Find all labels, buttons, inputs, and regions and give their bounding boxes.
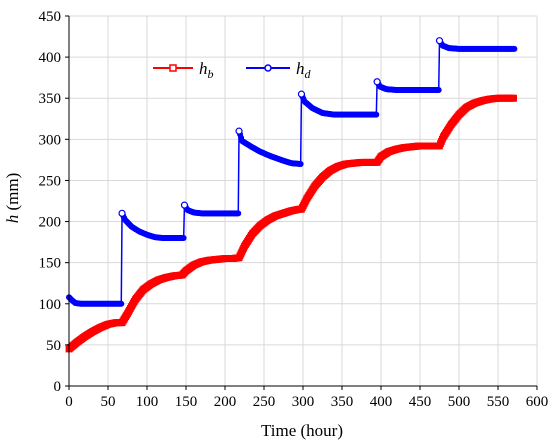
x-axis-title: Time (hour) bbox=[261, 421, 343, 440]
step-peak-point-hd bbox=[118, 209, 126, 217]
grid-lines bbox=[69, 15, 538, 386]
data-point-hd bbox=[373, 111, 380, 118]
y-tick-label: 300 bbox=[39, 132, 62, 148]
series-hb bbox=[65, 94, 518, 353]
data-point-hd bbox=[435, 87, 442, 94]
y-tick-label: 0 bbox=[54, 379, 62, 395]
y-tick-label: 400 bbox=[39, 50, 62, 66]
step-peak-point-hd bbox=[435, 37, 444, 45]
y-tick-label: 50 bbox=[46, 338, 61, 354]
svg-text:hb: hb bbox=[199, 59, 214, 81]
legend-item-hb: hb bbox=[153, 59, 214, 81]
x-tick-label: 450 bbox=[409, 394, 432, 410]
legend-item-hd: hd bbox=[246, 59, 312, 81]
x-tick-label: 350 bbox=[331, 394, 354, 410]
data-point-hd bbox=[235, 210, 242, 217]
x-tick-label: 550 bbox=[487, 394, 510, 410]
step-peak-point-hd bbox=[297, 90, 306, 98]
step-peak-point-hd bbox=[235, 127, 243, 135]
x-tick-label: 250 bbox=[253, 394, 276, 410]
series-layer bbox=[65, 37, 518, 353]
legend-label-hb: h bbox=[199, 59, 208, 78]
legend-marker-hb bbox=[169, 64, 177, 72]
x-tick-label: 600 bbox=[526, 394, 549, 410]
y-tick-label: 250 bbox=[39, 173, 62, 189]
x-tick-label: 400 bbox=[370, 394, 393, 410]
axes bbox=[65, 15, 538, 390]
svg-text:hd: hd bbox=[296, 59, 312, 81]
legend: hb hd bbox=[153, 59, 312, 81]
y-axis-title: h (mm) bbox=[3, 173, 22, 224]
data-point-hd bbox=[297, 160, 304, 167]
x-tick-label: 100 bbox=[136, 394, 159, 410]
step-peak-point-hd bbox=[180, 201, 189, 209]
legend-sub-hb: b bbox=[208, 67, 214, 81]
data-point-hb bbox=[510, 94, 518, 102]
x-tick-label: 50 bbox=[101, 394, 116, 410]
x-tick-label: 200 bbox=[214, 394, 237, 410]
data-point-hd bbox=[511, 45, 518, 52]
series-line-hd bbox=[68, 38, 515, 305]
x-tick-label: 500 bbox=[448, 394, 471, 410]
legend-label-hd: h bbox=[296, 59, 305, 78]
y-axis-title-unit: (mm) bbox=[3, 173, 22, 215]
y-tick-label: 350 bbox=[39, 91, 62, 107]
y-tick-label: 100 bbox=[39, 297, 62, 313]
x-tick-label: 300 bbox=[292, 394, 315, 410]
legend-marker-hd bbox=[264, 64, 272, 72]
y-tick-label: 450 bbox=[39, 9, 62, 25]
y-tick-label: 200 bbox=[39, 215, 62, 231]
tick-labels: 0 50 100 150 200 250 300 350 400 450 500 550 600 0 50 1… bbox=[39, 9, 549, 410]
step-peak-point-hd bbox=[373, 78, 381, 86]
series-hd bbox=[66, 37, 518, 307]
y-tick-label: 150 bbox=[39, 256, 62, 272]
x-tick-label: 150 bbox=[175, 394, 198, 410]
data-point-hd bbox=[180, 234, 187, 241]
y-axis-title-var: h bbox=[3, 215, 22, 224]
x-tick-label: 0 bbox=[65, 394, 73, 410]
data-point-hd bbox=[118, 300, 125, 307]
legend-sub-hd: d bbox=[305, 67, 312, 81]
